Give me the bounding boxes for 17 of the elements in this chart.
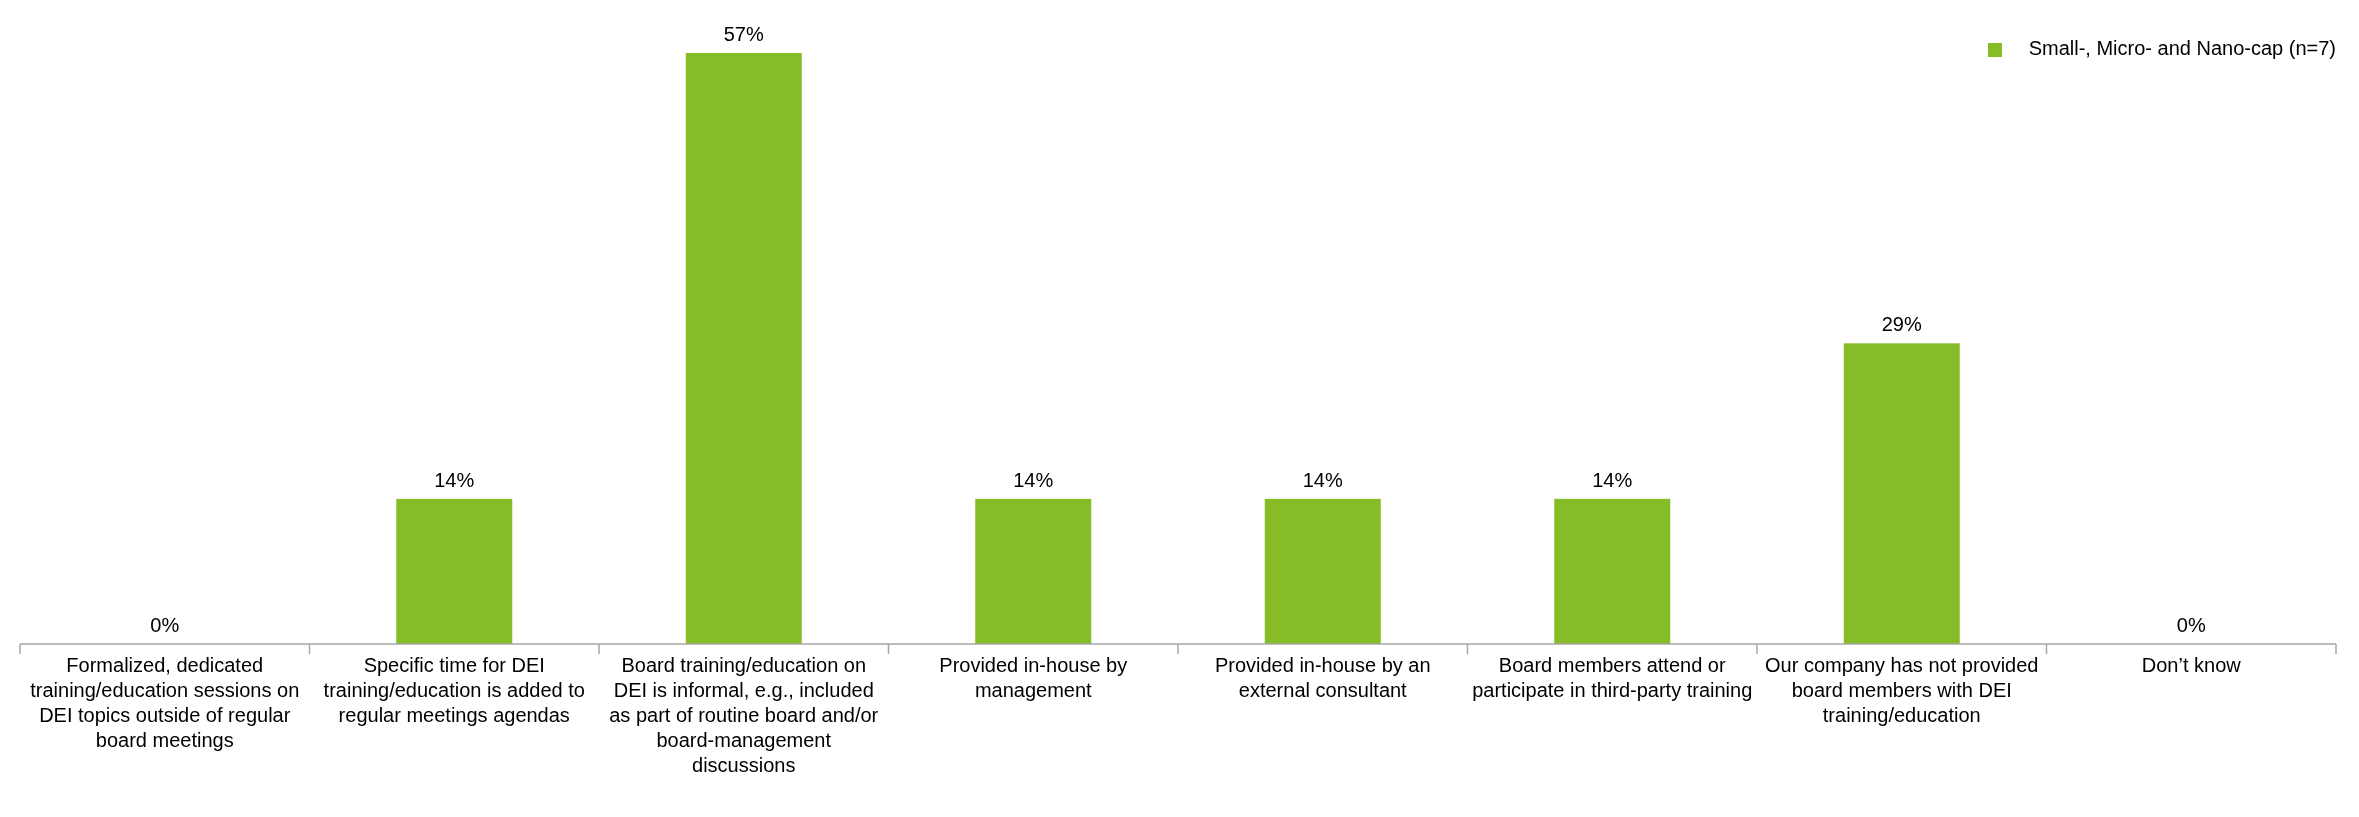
data-label: 14% xyxy=(1592,468,1633,491)
x-tick-label: Our company has not provided board members with DEI training/education xyxy=(1765,654,2039,726)
x-tick-label: Specific time for DEI training/education is added to regular meetings agendas xyxy=(323,654,585,726)
x-tick-label: Provided in-house by an external consultant xyxy=(1214,654,1431,701)
data-label: 14% xyxy=(434,468,475,491)
x-tick-label: Board training/education on DEI is informal, e.g., included as part of routine board and/or board-management discussions xyxy=(609,654,879,776)
x-tick-label: Don’t know xyxy=(2141,654,2242,676)
data-label: 0% xyxy=(2176,614,2206,636)
data-label: 57% xyxy=(723,23,764,45)
x-tick-label: Provided in-house by management xyxy=(939,654,1128,701)
data-label: 29% xyxy=(1881,313,1922,336)
data-label: 14% xyxy=(1302,468,1343,491)
data-label: 14% xyxy=(1013,468,1054,491)
data-label: 0% xyxy=(150,614,180,636)
x-tick-label: Board members attend or participate in third-party training xyxy=(1472,654,1753,701)
legend-label: Small-, Micro- and Nano-cap (n=7) xyxy=(2028,37,2336,60)
x-tick-label: Formalized, dedicated training/education sessions on DEI topics outside of regular board meetings xyxy=(30,654,300,751)
